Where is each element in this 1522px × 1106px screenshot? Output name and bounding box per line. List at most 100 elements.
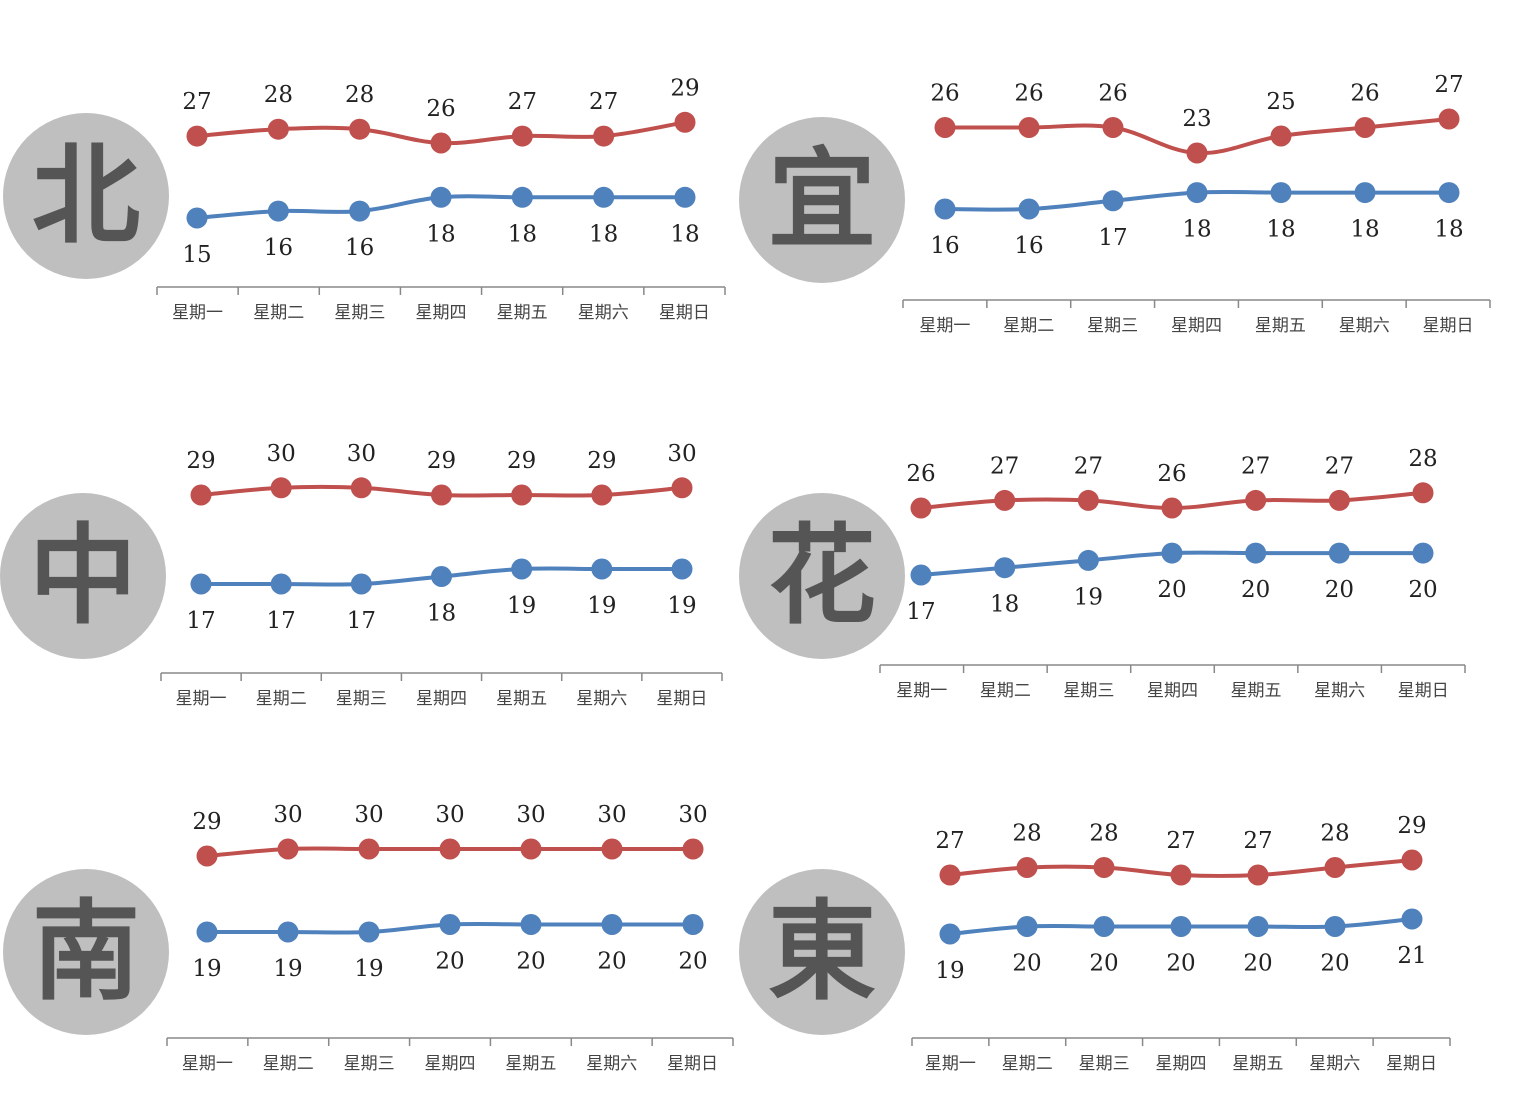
x-tick-label: 星期一 xyxy=(896,681,947,701)
high-temp-point xyxy=(934,117,956,138)
x-tick-label: 星期五 xyxy=(505,1054,556,1074)
x-tick-label: 星期六 xyxy=(578,303,629,323)
high-temp-point xyxy=(591,484,613,506)
region-badge-label: 南 xyxy=(32,890,140,1015)
high-temp-label: 28 xyxy=(1320,821,1349,847)
low-temp-point xyxy=(994,557,1016,579)
x-tick-label: 星期二 xyxy=(1002,1054,1053,1074)
low-temp-label: 19 xyxy=(273,956,302,982)
x-tick-label: 星期三 xyxy=(334,303,385,323)
low-temp-label: 19 xyxy=(192,956,221,982)
low-temp-point xyxy=(671,558,693,580)
high-temp-point xyxy=(267,118,289,140)
low-temp-point xyxy=(939,923,961,945)
low-temp-point xyxy=(190,573,212,595)
x-tick-label: 星期四 xyxy=(1156,1054,1207,1074)
high-temp-label: 29 xyxy=(587,448,616,474)
high-temp-label: 30 xyxy=(597,802,626,828)
low-temp-label: 19 xyxy=(1074,584,1103,610)
x-tick-label: 星期六 xyxy=(1314,681,1365,701)
region-badge-label: 宜 xyxy=(768,138,876,263)
high-temp-point xyxy=(1161,497,1183,519)
high-temp-point xyxy=(682,838,704,860)
low-temp-label: 18 xyxy=(427,601,456,627)
low-temp-point xyxy=(1270,182,1292,204)
high-temp-point xyxy=(511,484,533,506)
high-temp-point xyxy=(1245,489,1267,511)
high-temp-label: 28 xyxy=(1089,821,1118,847)
high-temp-point xyxy=(939,864,961,886)
high-temp-label: 28 xyxy=(264,82,293,108)
low-temp-label: 20 xyxy=(1012,951,1041,977)
x-tick-label: 星期日 xyxy=(659,303,710,323)
low-temp-label: 18 xyxy=(1182,217,1211,243)
low-temp-point xyxy=(270,573,292,595)
x-tick-label: 星期五 xyxy=(1231,681,1282,701)
low-temp-label: 17 xyxy=(186,608,215,634)
region-chart-5: 星期一 星期二 星期三 星期四 星期五 星期六 星期日 27 28 28 27 27 28 29 19 20 2… xyxy=(739,813,1451,1074)
high-temp-label: 30 xyxy=(516,802,545,828)
high-temp-label: 28 xyxy=(345,82,374,108)
low-temp-label: 20 xyxy=(597,949,626,975)
region-badge-label: 北 xyxy=(32,134,140,259)
region-chart-3: 星期一 星期二 星期三 星期四 星期五 星期六 星期日 26 27 27 26 27 27 28 17 18 1… xyxy=(739,446,1466,701)
high-temp-point xyxy=(270,477,292,499)
high-temp-point xyxy=(350,477,372,499)
low-temp-point xyxy=(1412,542,1434,564)
high-temp-point xyxy=(1016,857,1038,878)
low-temp-label: 16 xyxy=(345,235,374,261)
x-tick-label: 星期四 xyxy=(416,689,467,709)
x-tick-label: 星期二 xyxy=(263,1054,314,1074)
high-temp-label: 29 xyxy=(507,448,536,474)
high-temp-label: 26 xyxy=(1014,81,1043,107)
high-temp-point xyxy=(1077,489,1099,511)
x-tick-label: 星期二 xyxy=(253,303,304,323)
high-temp-point xyxy=(1170,864,1192,886)
high-temp-point xyxy=(1270,125,1292,147)
low-temp-point xyxy=(358,921,380,943)
high-temp-label: 26 xyxy=(1157,461,1186,487)
low-temp-point xyxy=(1401,908,1423,930)
low-temp-label: 20 xyxy=(1157,577,1186,603)
low-temp-point xyxy=(1186,182,1208,204)
high-temp-label: 27 xyxy=(1243,828,1272,854)
region-badge-label: 花 xyxy=(768,514,876,639)
x-tick-label: 星期五 xyxy=(497,303,548,323)
x-tick-label: 星期三 xyxy=(336,689,387,709)
low-temp-label: 20 xyxy=(1408,577,1437,603)
low-temp-label: 20 xyxy=(516,949,545,975)
low-temp-point xyxy=(186,207,208,229)
high-temp-label: 27 xyxy=(1325,453,1354,479)
low-temp-point xyxy=(601,914,623,935)
x-tick-label: 星期二 xyxy=(1003,316,1054,336)
x-tick-label: 星期六 xyxy=(1309,1054,1360,1074)
low-temp-point xyxy=(520,914,542,935)
high-temp-label: 27 xyxy=(1434,72,1463,98)
x-tick-label: 星期五 xyxy=(1255,316,1306,336)
high-temp-label: 26 xyxy=(1098,81,1127,107)
high-temp-point xyxy=(1412,482,1434,504)
high-temp-point xyxy=(439,838,461,860)
region-badge-label: 中 xyxy=(29,514,137,639)
high-temp-label: 29 xyxy=(670,75,699,101)
low-temp-label: 20 xyxy=(1241,577,1270,603)
high-temp-label: 25 xyxy=(1266,89,1295,115)
region-badge xyxy=(3,113,169,279)
high-temp-label: 30 xyxy=(667,441,696,467)
low-temp-point xyxy=(267,200,289,222)
x-tick-label: 星期四 xyxy=(425,1054,476,1074)
low-temp-point xyxy=(1247,916,1269,937)
low-temp-point xyxy=(1170,916,1192,937)
low-temp-label: 20 xyxy=(1325,577,1354,603)
low-temp-label: 17 xyxy=(1098,225,1127,251)
region-chart-2: 星期一 星期二 星期三 星期四 星期五 星期六 星期日 29 30 30 29 29 29 30 17 17 1… xyxy=(0,441,723,709)
high-temp-label: 28 xyxy=(1408,446,1437,472)
x-tick-label: 星期三 xyxy=(1079,1054,1130,1074)
low-temp-label: 16 xyxy=(1014,233,1043,259)
region-badge xyxy=(3,869,169,1035)
low-temp-label: 18 xyxy=(1266,217,1295,243)
low-temp-label: 19 xyxy=(935,958,964,984)
high-temp-point xyxy=(593,125,615,147)
region-badge xyxy=(739,493,905,659)
high-temp-point xyxy=(1354,117,1376,138)
